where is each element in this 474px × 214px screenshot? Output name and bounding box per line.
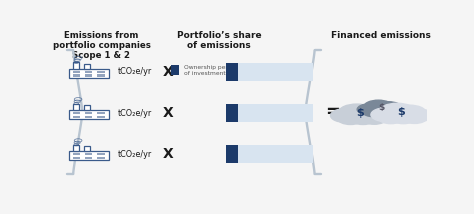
Bar bbox=[84, 105, 90, 110]
Bar bbox=[227, 145, 238, 163]
Bar bbox=[97, 157, 105, 159]
Circle shape bbox=[375, 102, 401, 113]
Bar bbox=[97, 71, 105, 73]
Circle shape bbox=[362, 113, 386, 124]
Bar bbox=[73, 104, 79, 110]
Text: X: X bbox=[162, 147, 173, 161]
Circle shape bbox=[363, 108, 383, 117]
Bar bbox=[85, 116, 92, 118]
Bar bbox=[73, 116, 80, 118]
Bar bbox=[73, 62, 79, 68]
Circle shape bbox=[350, 113, 375, 125]
Text: Portfolio’s share
of emissions: Portfolio’s share of emissions bbox=[177, 31, 261, 50]
Bar bbox=[97, 116, 105, 118]
Circle shape bbox=[402, 113, 427, 123]
Circle shape bbox=[330, 108, 362, 122]
Bar bbox=[85, 157, 92, 159]
Circle shape bbox=[374, 108, 393, 117]
Circle shape bbox=[383, 108, 402, 116]
Text: $: $ bbox=[397, 107, 405, 117]
Bar bbox=[73, 112, 80, 114]
Text: Ownership percentage – Market value
of investment /EVIC of company*: Ownership percentage – Market value of i… bbox=[184, 65, 298, 76]
Circle shape bbox=[385, 105, 407, 115]
Text: Emissions from
portfolio companies
Scope 1 & 2: Emissions from portfolio companies Scope… bbox=[53, 31, 150, 60]
Bar bbox=[238, 63, 313, 81]
Circle shape bbox=[338, 113, 363, 125]
Bar bbox=[238, 104, 313, 122]
Bar bbox=[84, 64, 90, 68]
Circle shape bbox=[405, 109, 433, 121]
Text: X: X bbox=[162, 65, 173, 79]
Circle shape bbox=[371, 108, 402, 122]
Bar bbox=[73, 71, 80, 73]
Bar bbox=[73, 153, 80, 155]
Bar bbox=[73, 145, 79, 151]
Circle shape bbox=[378, 112, 403, 124]
Bar bbox=[84, 147, 90, 151]
Text: =: = bbox=[326, 103, 340, 121]
Circle shape bbox=[391, 112, 416, 124]
Bar bbox=[73, 157, 80, 159]
Text: tCO₂e/yr: tCO₂e/yr bbox=[118, 150, 152, 159]
Bar bbox=[227, 63, 238, 81]
Bar bbox=[85, 71, 92, 73]
Bar bbox=[238, 145, 313, 163]
Text: Financed emissions: Financed emissions bbox=[331, 31, 430, 40]
Bar bbox=[69, 68, 109, 78]
Circle shape bbox=[357, 104, 382, 115]
Bar bbox=[73, 74, 80, 77]
Bar bbox=[97, 153, 105, 155]
Bar bbox=[85, 74, 92, 77]
Circle shape bbox=[364, 100, 393, 113]
Circle shape bbox=[365, 110, 392, 122]
Bar bbox=[97, 112, 105, 114]
Circle shape bbox=[379, 103, 415, 119]
Bar bbox=[171, 65, 179, 75]
Circle shape bbox=[339, 104, 375, 120]
Bar bbox=[227, 104, 238, 122]
Bar bbox=[97, 74, 105, 77]
Text: $: $ bbox=[356, 108, 365, 118]
Bar bbox=[69, 151, 109, 160]
Bar bbox=[85, 112, 92, 114]
Text: tCO₂e/yr: tCO₂e/yr bbox=[118, 108, 152, 117]
Bar bbox=[85, 153, 92, 155]
Bar bbox=[69, 110, 109, 119]
Text: $: $ bbox=[378, 103, 384, 112]
Circle shape bbox=[353, 106, 385, 120]
Circle shape bbox=[393, 105, 426, 120]
Text: tCO₂e/yr: tCO₂e/yr bbox=[118, 67, 152, 76]
Text: X: X bbox=[162, 106, 173, 120]
